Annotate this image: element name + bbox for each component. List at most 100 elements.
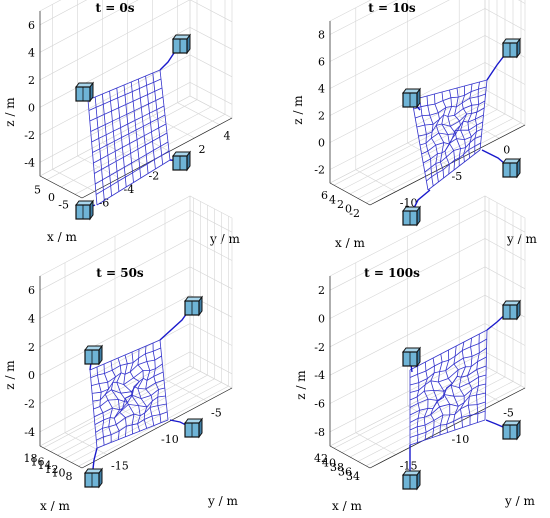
z-tick-label: 8 [318,29,325,42]
axes [39,11,233,199]
x-tick-label: 42 [314,452,328,465]
z-tick-label: 0 [318,313,325,326]
x-tick-label: 8 [66,470,73,483]
x-tick-label: 38 [330,461,344,474]
net-mesh [411,79,488,191]
z-tick-label: 6 [318,56,325,69]
x-tick-label: -5 [58,198,69,211]
x-tick-label: 5 [34,184,41,197]
y-tick-label: 0 [503,143,510,156]
z-tick-label: 4 [28,46,35,59]
x-axis-label: x / m [335,236,365,250]
z-tick-label: -2 [314,164,325,177]
buoy-cube-icon [184,417,203,439]
buoy-cube-icon [402,87,421,109]
x-tick-label: 4 [329,194,336,207]
buoy-cube-icon [402,469,421,491]
grid-lines [39,0,233,199]
z-axis-label: z / m [3,360,17,390]
mooring-cables [409,47,511,217]
chart-title: t = 100s [364,266,420,280]
y-tick-label: -10 [452,433,470,446]
z-tick-label: 0 [28,369,35,382]
x-tick-label: 0 [48,191,55,204]
buoy-cube-icon [84,467,103,489]
z-tick-label: -2 [24,129,35,142]
y-tick-label: 2 [199,143,206,156]
y-axis-label: y / m [209,232,240,246]
buoy-cube-icon [502,37,521,59]
x-tick-label: 10 [52,467,66,480]
chart-title: t = 50s [96,266,144,280]
z-tick-label: 2 [318,284,325,297]
x-tick-label: 40 [322,457,336,470]
z-tick-label: 4 [318,83,325,96]
x-tick-label: 14 [38,459,52,472]
axes [329,276,526,469]
buoy-cube-icon [75,199,94,221]
y-tick-label: -10 [161,433,179,446]
x-tick-label: 34 [346,470,360,483]
x-tick-label: 12 [45,463,59,476]
buoy-cube-icon [402,346,421,368]
z-tick-label: -4 [24,426,35,439]
y-tick-label: -15 [111,460,129,473]
x-axis-label: x / m [47,230,77,244]
buoy-cube-icon [184,295,203,317]
buoy-cube-icon [502,419,521,441]
mooring-cables [409,309,511,480]
z-tick-label: 0 [28,101,35,114]
x-tick-label: 16 [31,456,45,469]
y-tick-label: -10 [400,197,418,210]
y-tick-label: -5 [452,170,463,183]
buoy-cube-icon [402,205,421,227]
y-tick-label: -15 [400,460,418,473]
z-tick-label: -4 [24,156,35,169]
buoy-cube-icon [84,344,103,366]
z-tick-label: 4 [28,313,35,326]
z-axis-label: z / m [291,95,305,125]
axes [39,276,233,469]
z-tick-label: -6 [314,398,325,411]
x-axis-label: x / m [332,499,362,513]
buoy-cube-icon [172,33,191,55]
y-tick-label: -4 [124,183,135,196]
y-axis-label: y / m [207,494,238,508]
y-axis-label: y / m [504,494,535,508]
x-axis-label: x / m [40,499,70,513]
z-tick-label: 2 [28,74,35,87]
chart-title: t = 10s [368,1,416,15]
chart-panel-1: -505-6-4-20246420-2-4x / my / mz / mt = … [3,0,240,246]
x-tick-label: 2 [337,198,344,211]
x-tick-label: -2 [349,207,360,220]
x-tick-label: 18 [24,452,38,465]
net-mesh [409,329,488,446]
chart-title: t = 0s [95,1,134,15]
z-tick-label: -8 [314,426,325,439]
z-tick-label: 2 [318,110,325,123]
z-tick-label: 6 [28,19,35,32]
x-tick-label: 6 [321,189,328,202]
y-tick-label: -5 [211,406,222,419]
z-tick-label: 2 [28,341,35,354]
axes [329,21,526,206]
x-tick-label: 0 [345,202,352,215]
z-tick-label: -4 [314,369,325,382]
y-tick-label: 4 [224,130,231,143]
buoy-cube-icon [172,150,191,172]
z-tick-label: 6 [28,284,35,297]
z-tick-label: -2 [314,341,325,354]
z-axis-label: z / m [294,370,308,400]
z-axis-label: z / m [3,97,17,127]
y-tick-label: -2 [149,170,160,183]
buoy-cube-icon [502,299,521,321]
net-mesh [89,339,169,449]
y-tick-label: -5 [503,406,514,419]
buoy-cube-icon [75,81,94,103]
y-tick-label: -6 [99,196,110,209]
z-tick-label: 0 [318,137,325,150]
